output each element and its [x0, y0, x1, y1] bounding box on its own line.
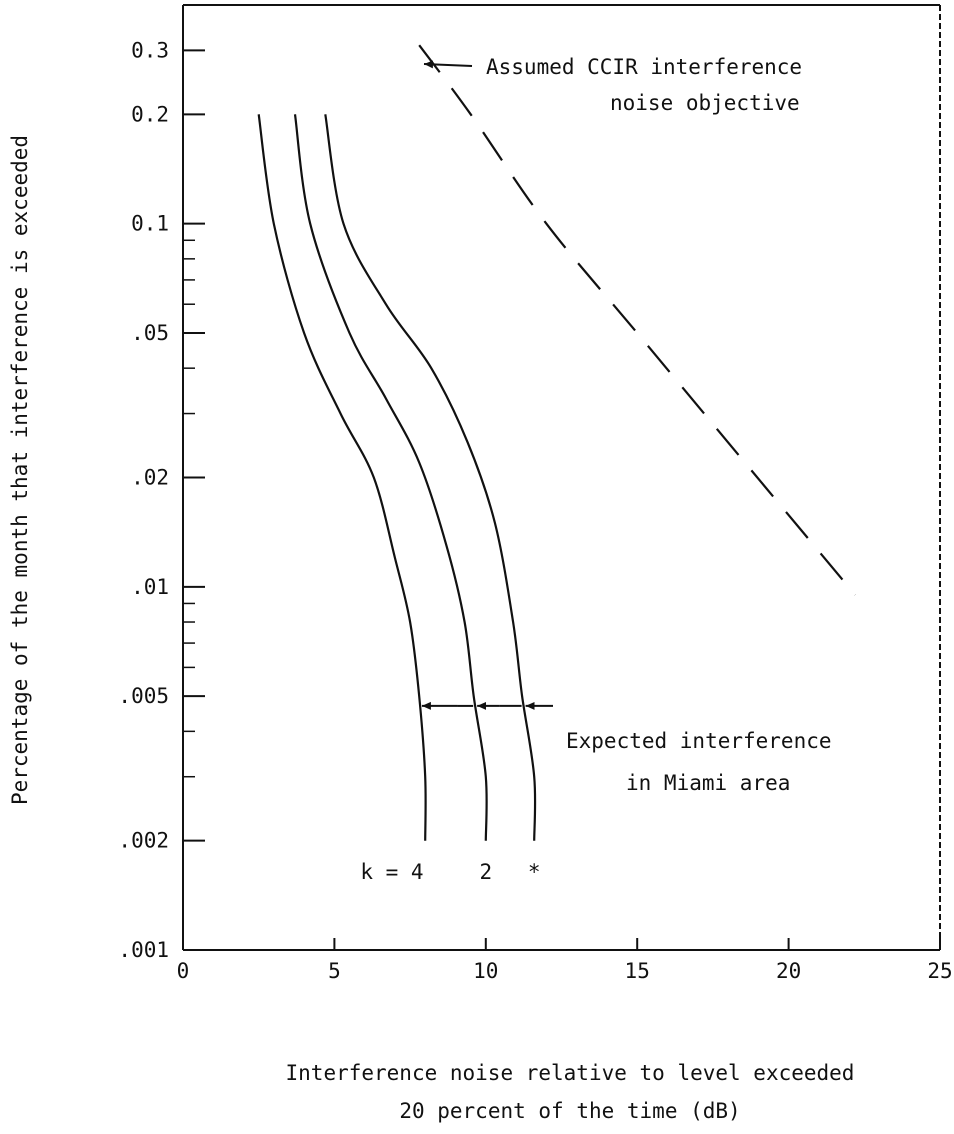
ccir-annotation-line1: Assumed CCIR interference — [486, 55, 802, 79]
k-curve-2 — [293, 114, 488, 841]
y-tick-label: .01 — [131, 575, 169, 599]
x-tick-label: 5 — [328, 959, 341, 983]
curve-label: 2 — [479, 860, 492, 884]
y-tick-label: .001 — [118, 938, 169, 962]
k-curve-3 — [324, 114, 537, 841]
y-tick-label: 0.2 — [131, 102, 169, 126]
miami-annotation: Expected interference in Miami area — [421, 701, 832, 795]
y-tick-label: 0.1 — [131, 212, 169, 236]
x-tick-label: 25 — [927, 959, 952, 983]
y-tick-label: .005 — [118, 684, 169, 708]
x-axis-title-line2: 20 percent of the time (dB) — [399, 1099, 740, 1123]
curve-label: k = 4 — [360, 860, 423, 884]
ccir-annotation-arrow — [423, 60, 473, 69]
ccir-annotation-line2: noise objective — [610, 91, 800, 115]
x-tick-label: 0 — [177, 959, 190, 983]
k-curve-1 — [257, 114, 427, 841]
curve-label: * — [528, 860, 541, 884]
ccir-annotation: Assumed CCIR interference noise objectiv… — [423, 55, 802, 115]
y-axis-title: Percentage of the month that interferenc… — [8, 135, 32, 805]
axes — [182, 4, 941, 951]
miami-annotation-line1: Expected interference — [566, 729, 832, 753]
y-tick-label: 0.3 — [131, 38, 169, 62]
x-tick-label: 10 — [473, 959, 498, 983]
x-tick-label: 20 — [776, 959, 801, 983]
miami-annotation-line2: in Miami area — [626, 771, 790, 795]
x-axis-title-line1: Interference noise relative to level exc… — [286, 1061, 855, 1085]
y-tick-label: .002 — [118, 829, 169, 853]
y-tick-label: .02 — [131, 466, 169, 490]
ccir-objective-curve — [418, 44, 857, 596]
x-tick-label: 15 — [625, 959, 650, 983]
y-tick-label: .05 — [131, 321, 169, 345]
